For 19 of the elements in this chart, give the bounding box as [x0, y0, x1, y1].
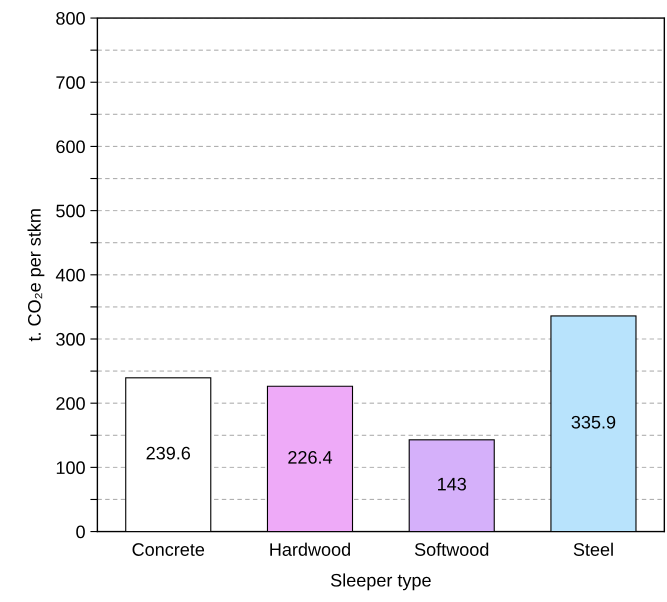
data-label: 239.6: [146, 446, 190, 460]
data-label: 143: [438, 478, 466, 491]
x-tick-label: Softwood: [414, 542, 488, 556]
y-tick-label: 0: [76, 526, 85, 538]
y-tick-label: 700: [56, 76, 85, 89]
y-tick-label: 800: [56, 12, 85, 25]
y-tick-label: 600: [56, 140, 85, 154]
x-tick-label: Steel: [574, 542, 613, 556]
y-tick-label: 200: [56, 397, 85, 410]
y-tick-label: 100: [56, 461, 85, 474]
y-axis-title: t. CO₂e per stkm: [28, 209, 44, 342]
y-tick-label: 300: [56, 332, 85, 346]
x-tick-label: Concrete: [132, 543, 204, 556]
y-tick-label: 400: [56, 268, 85, 282]
x-tick-label: Hardwood: [270, 542, 350, 556]
x-axis-title: Sleeper type: [330, 573, 431, 590]
data-label: 226.4: [288, 450, 332, 464]
data-label: 335.9: [572, 416, 616, 429]
y-tick-label: 500: [56, 204, 85, 218]
